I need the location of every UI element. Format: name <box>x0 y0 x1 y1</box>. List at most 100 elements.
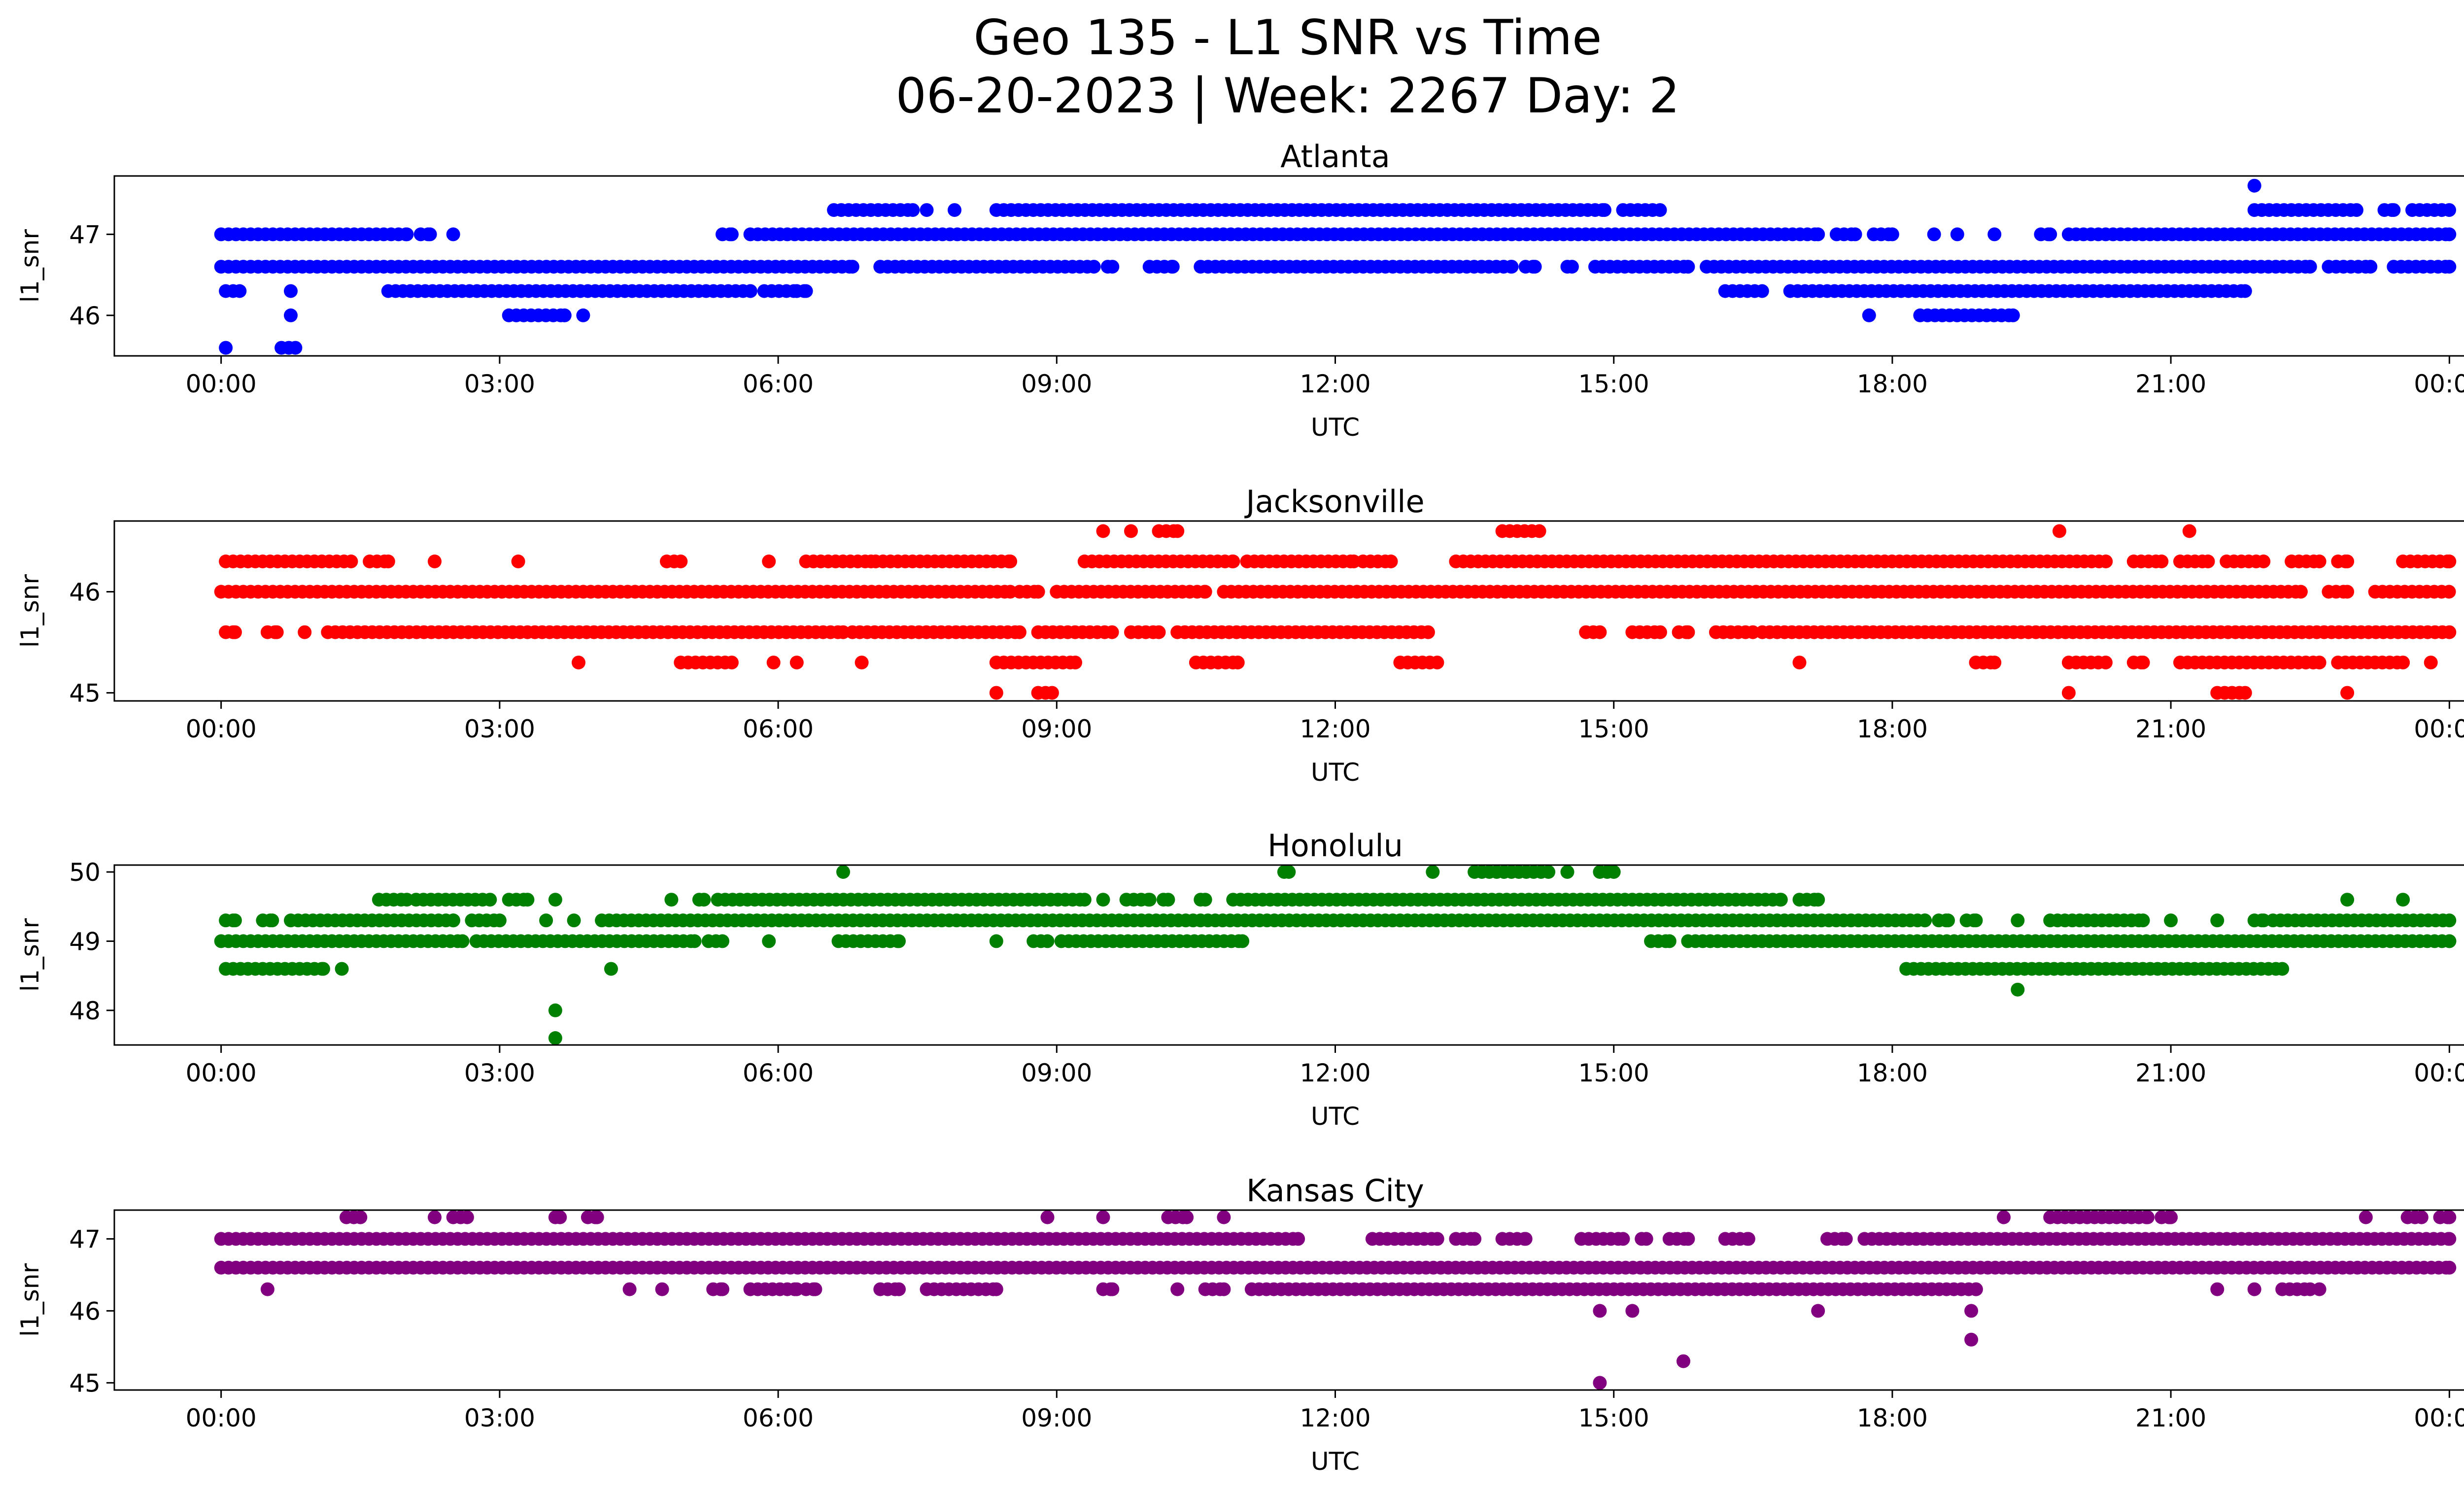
x-tick-label: 21:00 <box>2135 370 2206 398</box>
data-point <box>2442 1210 2457 1224</box>
data-point <box>2442 555 2457 568</box>
data-points-jacksonville <box>214 524 2457 700</box>
x-tick-label: 15:00 <box>1578 1404 1649 1432</box>
data-point <box>590 1210 604 1224</box>
data-point <box>2061 686 2076 700</box>
data-point <box>1811 1304 1825 1318</box>
data-point <box>1653 203 1667 217</box>
data-point <box>1593 625 1607 639</box>
y-tick-label: 45 <box>69 679 101 708</box>
data-point <box>2011 982 2025 997</box>
data-point <box>1012 625 1027 639</box>
x-tick-label: 15:00 <box>1578 370 1649 398</box>
data-point <box>1950 227 1964 242</box>
data-point <box>2136 656 2150 670</box>
data-point <box>284 308 298 322</box>
data-point <box>233 284 247 298</box>
data-point <box>1792 656 1807 670</box>
x-tick-label: 09:00 <box>1021 1059 1092 1087</box>
data-point <box>2210 1282 2224 1296</box>
data-point <box>353 1210 368 1224</box>
data-point <box>1003 555 1018 568</box>
x-tick-label: 00:00 <box>186 1059 257 1087</box>
data-point <box>2275 962 2290 976</box>
x-tick-label: 12:00 <box>1300 370 1370 398</box>
data-point <box>1969 1282 1983 1296</box>
data-point <box>492 913 507 928</box>
data-point <box>845 260 859 274</box>
data-point <box>604 962 618 976</box>
data-point <box>2424 656 2438 670</box>
subplot-kansas-city: Kansas City 00:00 03:00 06:00 09:00 12:00 15:0… <box>16 1173 2464 1476</box>
data-point <box>2006 308 2020 322</box>
data-point <box>1755 284 1769 298</box>
data-point <box>265 913 279 928</box>
data-point <box>1105 1282 1120 1296</box>
data-point <box>622 1282 637 1296</box>
data-point <box>288 341 303 355</box>
data-point <box>716 1282 729 1296</box>
x-axis-label-honolulu: UTC <box>1311 1102 1360 1131</box>
data-point <box>1217 1282 1231 1296</box>
y-axis-label-honolulu: l1_snr <box>16 918 44 992</box>
data-point <box>335 962 349 976</box>
data-point <box>1198 893 1212 907</box>
data-point <box>766 656 781 670</box>
data-point <box>1291 1232 1305 1246</box>
data-point <box>2247 178 2261 193</box>
data-point <box>1040 1210 1055 1224</box>
data-point <box>1040 934 1055 948</box>
x-axis-label-atlanta: UTC <box>1311 413 1360 442</box>
data-point <box>2182 524 2196 538</box>
data-points-kansas-city <box>214 1210 2457 1390</box>
data-point <box>455 934 470 948</box>
y-tick-label: 48 <box>69 997 101 1025</box>
data-point <box>1741 1232 1755 1246</box>
figure-title-line-2: 06-20-2023 | Week: 2267 Day: 2 <box>895 68 1680 124</box>
data-point <box>1560 865 1574 879</box>
data-point <box>228 625 242 639</box>
data-point <box>428 1210 442 1224</box>
data-point <box>2201 555 2215 568</box>
data-point <box>1505 260 1519 274</box>
data-point <box>428 555 442 568</box>
data-point <box>906 203 920 217</box>
data-point <box>989 934 1003 948</box>
data-point <box>1964 1304 1979 1318</box>
x-tick-label: 06:00 <box>743 1404 814 1432</box>
axes-frame-jacksonville <box>113 520 2464 702</box>
data-point <box>1096 893 1110 907</box>
subplot-title-kansas-city: Kansas City <box>1246 1173 1424 1209</box>
x-tick-label: 21:00 <box>2135 715 2206 743</box>
data-point <box>989 686 1003 700</box>
data-point <box>1180 1210 1194 1224</box>
data-point <box>2340 555 2355 568</box>
data-point <box>2098 656 2113 670</box>
data-point <box>1226 555 1240 568</box>
x-tick-label: 21:00 <box>2135 1059 2206 1087</box>
y-tick-label: 45 <box>69 1369 101 1397</box>
data-point <box>548 893 562 907</box>
data-point <box>1774 893 1788 907</box>
data-point <box>799 284 813 298</box>
x-axis-label-jacksonville: UTC <box>1311 758 1360 787</box>
data-point <box>1927 227 1941 242</box>
axes-frame-honolulu <box>113 864 2464 1046</box>
x-tick-label: 00:00 <box>186 1404 257 1432</box>
data-point <box>2442 934 2457 948</box>
x-tick-label: 18:00 <box>1857 1404 1928 1432</box>
data-point <box>1565 260 1579 274</box>
x-tick-label: 18:00 <box>1857 1059 1928 1087</box>
data-point <box>2442 227 2457 242</box>
data-point <box>1430 1232 1444 1246</box>
subplot-title-honolulu: Honolulu <box>1267 828 1403 864</box>
data-point <box>836 865 850 879</box>
data-point <box>664 893 679 907</box>
data-point <box>1639 1232 1653 1246</box>
data-point <box>674 555 688 568</box>
subplot-title-jacksonville: Jacksonville <box>1244 484 1424 520</box>
data-point <box>1170 524 1185 538</box>
data-point <box>2442 1260 2457 1275</box>
